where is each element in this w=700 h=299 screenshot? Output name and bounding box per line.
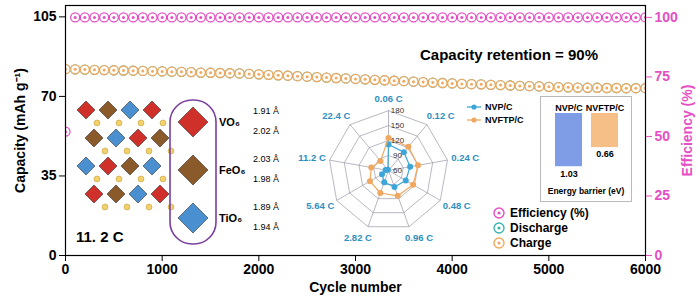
svg-text:1.89 Å: 1.89 Å	[253, 202, 279, 212]
svg-text:1.91 Å: 1.91 Å	[253, 106, 279, 116]
html-text:NVP/C: NVP/C	[485, 101, 513, 112]
svg-text:0.24 C: 0.24 C	[451, 152, 479, 163]
svg-text:35: 35	[41, 167, 57, 183]
svg-text:NVFTP/C: NVFTP/C	[586, 103, 625, 113]
html-text:Efficiency (%): Efficiency (%)	[510, 205, 589, 220]
svg-text:180: 180	[391, 106, 405, 115]
svg-text:70: 70	[41, 88, 57, 104]
svg-text:50: 50	[655, 128, 671, 144]
svg-text:100: 100	[655, 9, 679, 25]
svg-text:4000: 4000	[437, 261, 468, 277]
html-text:11. 2 C: 11. 2 C	[76, 228, 124, 245]
svg-text:3000: 3000	[340, 261, 371, 277]
svg-text:1.03: 1.03	[560, 169, 578, 179]
svg-text:0.48 C: 0.48 C	[443, 200, 471, 211]
svg-text:75: 75	[655, 68, 671, 84]
svg-text:90: 90	[393, 151, 402, 160]
svg-text:120: 120	[391, 136, 405, 145]
svg-text:TiO₆: TiO₆	[219, 212, 242, 224]
svg-text:Efficiency (%): Efficiency (%)	[679, 85, 695, 177]
svg-text:2.03 Å: 2.03 Å	[253, 154, 279, 164]
svg-text:25: 25	[655, 187, 671, 203]
svg-text:6000: 6000	[630, 261, 661, 277]
svg-text:22.4 C: 22.4 C	[322, 110, 350, 121]
html-text:Discharge: Discharge	[510, 220, 568, 235]
svg-text:150: 150	[391, 121, 405, 130]
html-text:Charge: Charge	[510, 235, 552, 250]
svg-text:60: 60	[393, 166, 402, 175]
svg-text:105: 105	[33, 8, 57, 24]
svg-text:0: 0	[49, 247, 57, 263]
svg-text:11.2 C: 11.2 C	[298, 152, 326, 163]
html-text:Energy barrier (eV): Energy barrier (eV)	[547, 186, 625, 196]
svg-text:0: 0	[62, 261, 70, 277]
svg-text:5000: 5000	[533, 261, 564, 277]
svg-text:1.98 Å: 1.98 Å	[253, 174, 279, 184]
svg-text:0.12 C: 0.12 C	[427, 110, 455, 121]
svg-text:Capacity (mAh g⁻¹): Capacity (mAh g⁻¹)	[12, 68, 28, 193]
svg-text:0.66: 0.66	[596, 149, 614, 159]
html-text:NVFTP/C: NVFTP/C	[485, 114, 524, 125]
svg-text:5.64 C: 5.64 C	[306, 200, 334, 211]
svg-text:VO₆: VO₆	[219, 116, 240, 128]
svg-text:2.02 Å: 2.02 Å	[253, 126, 279, 136]
svg-text:0.06 C: 0.06 C	[375, 93, 403, 104]
svg-text:0: 0	[655, 247, 663, 263]
svg-text:NVP/C: NVP/C	[555, 103, 583, 113]
svg-text:2.82 C: 2.82 C	[344, 232, 372, 243]
html-text:Capacity retention = 90%: Capacity retention = 90%	[420, 46, 598, 63]
svg-text:2000: 2000	[243, 261, 274, 277]
svg-text:0.96 C: 0.96 C	[405, 232, 433, 243]
svg-text:Cycle number: Cycle number	[309, 279, 402, 295]
svg-text:1000: 1000	[147, 261, 178, 277]
svg-text:1.94 Å: 1.94 Å	[253, 222, 279, 232]
svg-text:FeO₆: FeO₆	[219, 164, 245, 176]
